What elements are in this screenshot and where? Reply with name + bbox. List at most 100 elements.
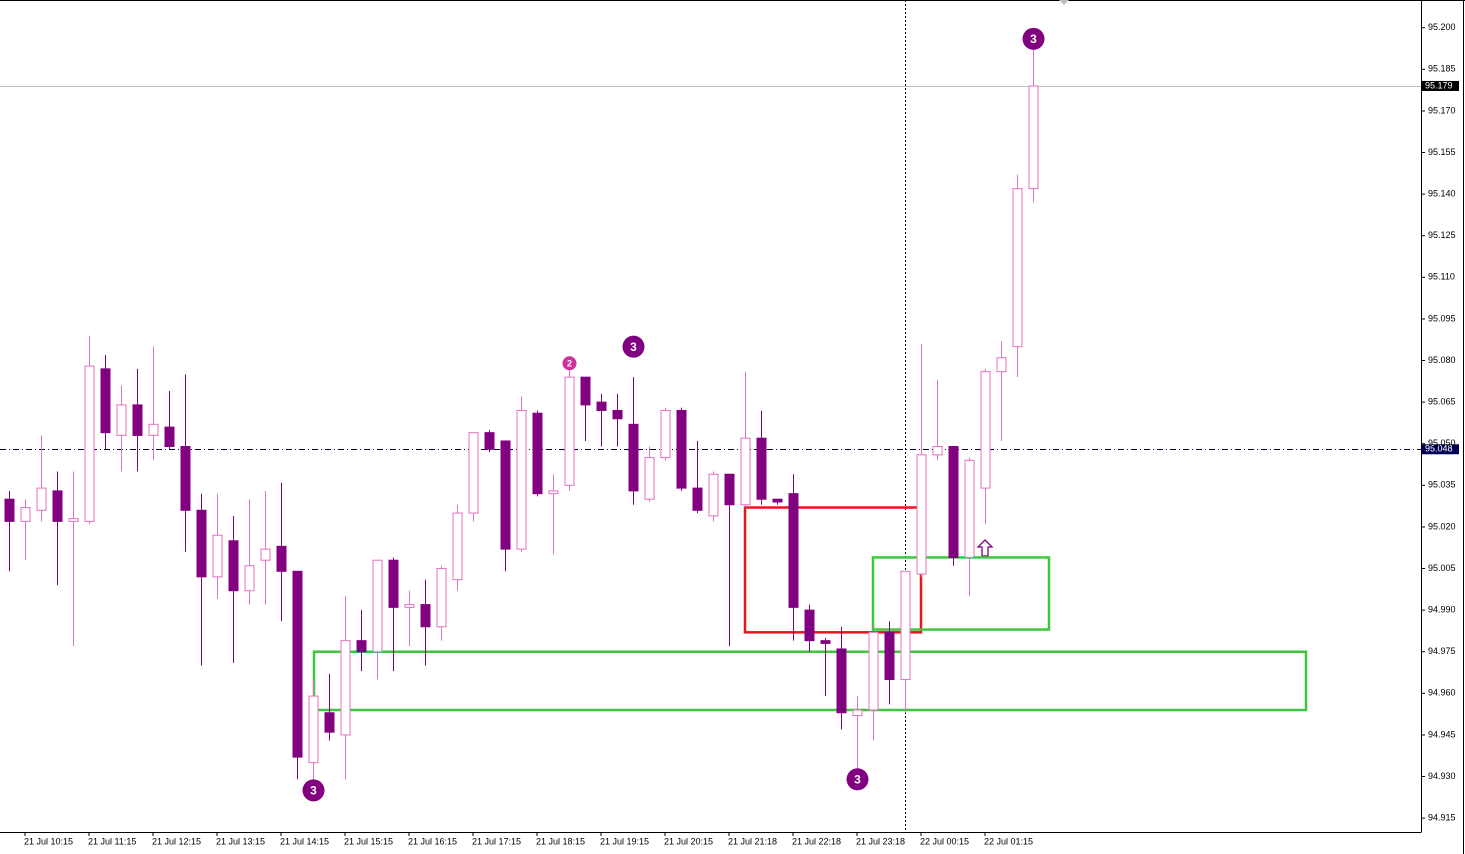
bear-body bbox=[772, 498, 783, 503]
y-tick-label: 95.020 bbox=[1428, 521, 1456, 531]
bull-body bbox=[452, 512, 463, 581]
wave-marker-label: 2 bbox=[567, 359, 572, 369]
bear-body bbox=[420, 604, 431, 628]
bear-body bbox=[196, 509, 207, 578]
bull-body bbox=[932, 446, 943, 456]
bull-body bbox=[980, 371, 991, 489]
price-box bbox=[1422, 80, 1459, 91]
bear-body bbox=[292, 570, 303, 758]
price-box-label: 95.048 bbox=[1425, 444, 1453, 454]
x-tick-label: 22 Jul 00:15 bbox=[920, 836, 969, 846]
y-tick-label: 94.960 bbox=[1428, 688, 1456, 698]
x-tick-label: 22 Jul 01:15 bbox=[984, 836, 1033, 846]
bear-body bbox=[4, 498, 15, 522]
bear-body bbox=[628, 423, 639, 492]
wave-marker bbox=[562, 356, 577, 371]
bull-body bbox=[20, 507, 31, 522]
y-tick-label: 95.200 bbox=[1428, 22, 1456, 32]
bull-body bbox=[372, 559, 383, 653]
bear-body bbox=[164, 426, 175, 448]
bull-body bbox=[148, 423, 159, 436]
candles bbox=[4, 44, 1039, 791]
bear-body bbox=[228, 540, 239, 592]
x-tick-label: 21 Jul 20:15 bbox=[664, 836, 713, 846]
y-tick-label: 94.990 bbox=[1428, 605, 1456, 615]
bear-body bbox=[884, 631, 895, 680]
bear-body bbox=[276, 545, 287, 572]
bear-body bbox=[804, 609, 815, 642]
wave-marker-label: 3 bbox=[310, 784, 317, 798]
bear-body bbox=[500, 440, 511, 550]
bear-body bbox=[596, 401, 607, 411]
bull-body bbox=[404, 604, 415, 608]
x-tick-label: 21 Jul 14:15 bbox=[280, 836, 329, 846]
signal-arrow bbox=[976, 539, 994, 557]
price-box bbox=[1422, 444, 1459, 455]
bear-body bbox=[612, 409, 623, 420]
bull-body bbox=[116, 404, 127, 436]
zone bbox=[871, 556, 1051, 631]
bear-body bbox=[356, 640, 367, 653]
bear-body bbox=[948, 446, 959, 558]
bull-body bbox=[244, 565, 255, 592]
bull-body bbox=[996, 357, 1007, 373]
bear-body bbox=[820, 640, 831, 644]
scroll-marker bbox=[1059, 0, 1069, 5]
y-tick-label: 95.140 bbox=[1428, 189, 1456, 199]
x-tick-label: 21 Jul 19:15 bbox=[600, 836, 649, 846]
wave-marker-label: 3 bbox=[630, 340, 637, 354]
y-tick-label: 95.050 bbox=[1428, 438, 1456, 448]
bull-body bbox=[68, 518, 79, 522]
y-tick-label: 95.155 bbox=[1428, 147, 1456, 157]
y-tick-label: 95.185 bbox=[1428, 64, 1456, 74]
x-tick-label: 21 Jul 10:15 bbox=[24, 836, 73, 846]
bull-body bbox=[660, 409, 671, 459]
y-tick-label: 95.035 bbox=[1428, 480, 1456, 490]
bull-body bbox=[340, 640, 351, 736]
wave-marker bbox=[302, 779, 325, 802]
wave-marker bbox=[846, 768, 869, 791]
bull-body bbox=[964, 459, 975, 558]
bear-body bbox=[788, 493, 799, 608]
x-tick-label: 21 Jul 18:15 bbox=[536, 836, 585, 846]
bull-body bbox=[436, 568, 447, 628]
bear-body bbox=[100, 368, 111, 434]
bull-body bbox=[84, 365, 95, 522]
bull-body bbox=[308, 695, 319, 764]
bull-body bbox=[644, 457, 655, 500]
x-tick-label: 21 Jul 12:15 bbox=[152, 836, 201, 846]
bear-body bbox=[484, 432, 495, 450]
bull-body bbox=[740, 437, 751, 506]
y-tick-label: 95.170 bbox=[1428, 105, 1456, 115]
bear-body bbox=[724, 473, 735, 506]
bear-body bbox=[532, 412, 543, 495]
bull-body bbox=[564, 376, 575, 486]
bull-body bbox=[1012, 188, 1023, 348]
y-tick-label: 95.095 bbox=[1428, 313, 1456, 323]
x-tick-label: 21 Jul 23:18 bbox=[856, 836, 905, 846]
bear-body bbox=[580, 376, 591, 406]
bear-body bbox=[836, 648, 847, 714]
bear-body bbox=[692, 487, 703, 511]
x-tick-label: 21 Jul 21:18 bbox=[728, 836, 777, 846]
bull-body bbox=[548, 490, 559, 495]
x-tick-label: 21 Jul 17:15 bbox=[472, 836, 521, 846]
bear-body bbox=[388, 559, 399, 608]
bear-body bbox=[756, 437, 767, 500]
bear-body bbox=[324, 712, 335, 733]
bull-body bbox=[900, 570, 911, 680]
bull-body bbox=[516, 409, 527, 550]
bull-body bbox=[852, 709, 863, 717]
x-tick-label: 21 Jul 22:18 bbox=[792, 836, 841, 846]
bear-body bbox=[52, 490, 63, 522]
wave-marker bbox=[1022, 27, 1045, 50]
bull-body bbox=[468, 432, 479, 514]
bear-body bbox=[132, 404, 143, 436]
y-tick-label: 94.945 bbox=[1428, 729, 1456, 739]
y-tick-label: 95.065 bbox=[1428, 397, 1456, 407]
bull-body bbox=[708, 473, 719, 517]
bull-body bbox=[868, 631, 879, 711]
wave-marker-label: 3 bbox=[1030, 32, 1037, 46]
